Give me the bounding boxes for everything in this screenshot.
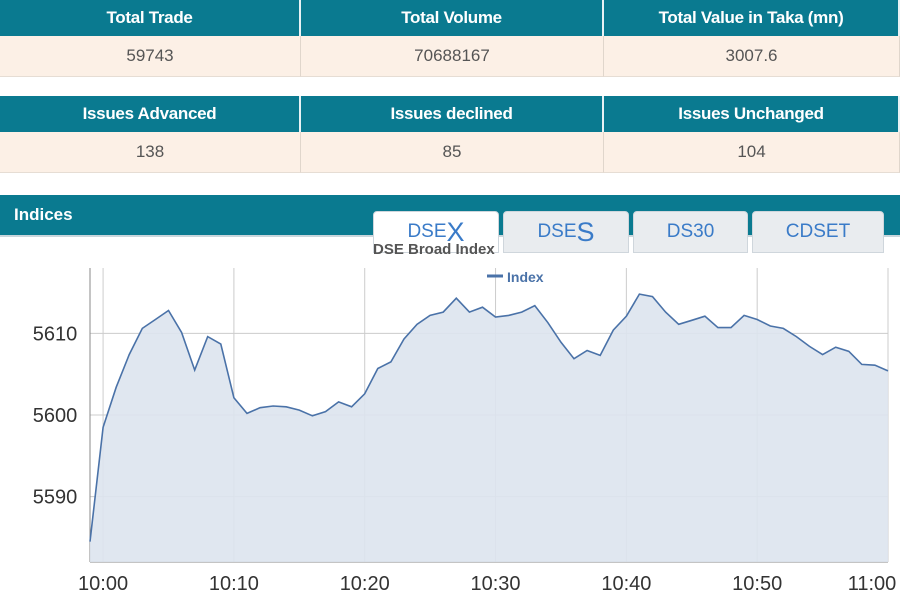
header-cell: Total Value in Taka (mn) <box>604 0 900 36</box>
header-cell: Issues declined <box>301 96 604 132</box>
legend-label: Index <box>507 269 544 285</box>
header-cell: Total Volume <box>301 0 604 36</box>
tab[interactable]: CDSET <box>752 211 884 253</box>
x-tick-label: 10:40 <box>601 573 651 595</box>
tab[interactable]: DSE S <box>503 211 629 253</box>
x-tick-label: 10:00 <box>78 573 128 595</box>
y-tick-label: 5590 <box>33 487 78 509</box>
chart-title: DSE Broad Index <box>373 241 495 258</box>
line <box>89 293 889 542</box>
header-cell: Issues Advanced <box>0 96 301 132</box>
tab-label: DS30 <box>666 221 715 242</box>
value-cell: 70688167 <box>301 36 604 77</box>
section-title: Indices <box>14 205 73 224</box>
header-cell: Total Trade <box>0 0 301 36</box>
tab-label: DSE <box>537 221 577 242</box>
value-cell: 3007.6 <box>604 36 900 77</box>
value-cell: 138 <box>0 132 301 173</box>
y-tick-label: 5610 <box>33 323 78 345</box>
value-cell: 59743 <box>0 36 301 77</box>
x-tick-label: 10:50 <box>732 573 782 595</box>
x-tick-label: 10:10 <box>209 573 259 595</box>
tab-label: DSE <box>407 221 447 242</box>
x-tick-label: 11:00 <box>848 573 897 595</box>
area <box>90 294 888 562</box>
tab[interactable]: DS30 <box>633 211 748 253</box>
x-tick-label: 10:20 <box>340 573 390 595</box>
tab-label: S <box>576 216 595 247</box>
tab-label: CDSET <box>785 221 851 242</box>
x-tick-label: 10:30 <box>471 573 521 595</box>
header-cell: Issues Unchanged <box>604 96 900 132</box>
tab-label: X <box>446 216 465 247</box>
trade-table: Total Trade Total Volume Total Value in Ta… <box>0 0 900 77</box>
issues-table: Issues Advanced Issues declined Issues Unc… <box>0 96 900 173</box>
value-cell: 85 <box>301 132 604 173</box>
y-tick-label: 5600 <box>33 405 78 427</box>
value-cell: 104 <box>604 132 900 173</box>
tab[interactable]: DSE X <box>373 211 499 253</box>
